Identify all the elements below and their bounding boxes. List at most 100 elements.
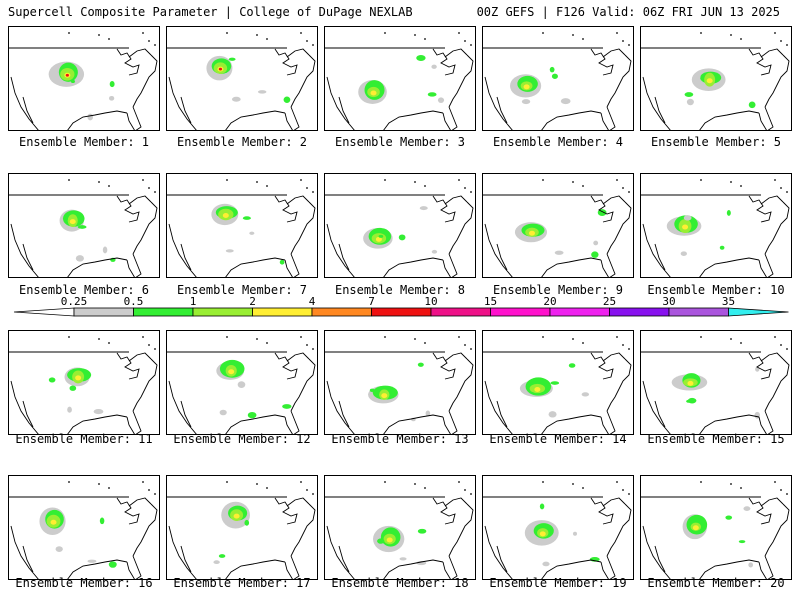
coastline [699,414,760,434]
coastline [764,358,790,412]
coastline [266,342,268,344]
coastline [286,195,310,205]
coastline [458,481,460,483]
scp-contour [684,92,694,97]
coastline [774,179,776,181]
coastline [496,243,508,271]
coastline [142,32,144,34]
coastline [284,555,300,579]
coastline [496,545,508,573]
map-canvas [167,32,316,130]
coastline [68,32,70,34]
scp-contour [233,513,240,519]
coastline [590,352,614,380]
colorbar-swatch [490,307,551,317]
coastline [286,352,310,362]
coastline [590,497,614,525]
scp-contour [67,406,72,413]
coastline [168,525,197,579]
coastline [424,38,426,40]
colorbar-swatch [609,307,670,317]
coastline [414,181,416,183]
scp-contour [551,73,558,79]
member-caption: Ensemble Member: 1 [18,135,150,149]
coastline [582,342,584,344]
coastline [142,481,144,483]
coastline [496,96,508,124]
map-canvas [325,179,474,277]
member-caption: Ensemble Member: 4 [492,135,624,149]
coastline [154,493,156,495]
coastline [312,348,314,350]
coastline [225,257,286,277]
scp-contour [431,249,438,254]
coastline [780,489,782,491]
member-caption: Ensemble Member: 20 [647,576,785,590]
coastline [774,336,776,338]
coastline [384,32,386,34]
scp-contour [257,90,267,94]
scp-contour [431,64,437,69]
scp-contour [109,80,115,88]
coastline [414,34,416,36]
coastline [786,348,788,350]
scp-contour [568,363,576,368]
coastline [432,48,456,76]
scp-contour [87,559,97,563]
coastline [98,181,100,183]
coastline [448,358,474,412]
scp-contour [398,234,406,241]
coastline [274,48,298,76]
scp-contour [70,79,75,84]
coastline [616,336,618,338]
scp-contour [417,528,427,534]
colorbar-arrow-left [13,307,75,317]
coastline [180,545,192,573]
coastline [448,503,474,557]
coastline [700,179,702,181]
member-caption: Ensemble Member: 17 [173,576,311,590]
member-caption: Ensemble Member: 9 [492,283,624,297]
coastline [484,223,513,277]
coastline [622,344,624,346]
scp-contour [108,95,115,101]
coastline [266,487,268,489]
scp-contour [549,66,555,73]
header: Supercell Composite Parameter | College … [0,0,800,24]
coastline [496,400,508,428]
coastline [458,336,460,338]
coastline [148,40,150,42]
coastline [22,545,34,573]
coastline [126,555,142,579]
scp-contour [99,517,105,525]
scp-contour [725,515,733,520]
map-panel [640,26,792,131]
scp-contour [692,525,699,531]
coastline [654,545,666,573]
scp-contour [279,259,285,265]
colorbar-tick-label: 15 [483,295,498,308]
colorbar-tick-label: 4 [308,295,316,308]
colorbar-tick-label: 25 [602,295,617,308]
coastline [602,195,626,205]
coastline [628,493,630,495]
map-canvas [325,32,474,130]
map-canvas [167,481,316,579]
map-panel [8,173,160,278]
coastline [22,400,34,428]
coastline [760,497,784,507]
coastline [148,187,150,189]
coastline [338,96,350,124]
scp-contour [219,409,227,416]
coastline [312,493,314,495]
coastline [98,338,100,340]
coastline [128,195,152,205]
scp-contour [237,381,246,389]
coastline [590,195,614,223]
coastline [286,48,310,58]
coastline [600,410,616,434]
coastline [606,201,632,255]
scp-contour [680,251,687,256]
coastline [699,559,760,579]
coastline [424,342,426,344]
